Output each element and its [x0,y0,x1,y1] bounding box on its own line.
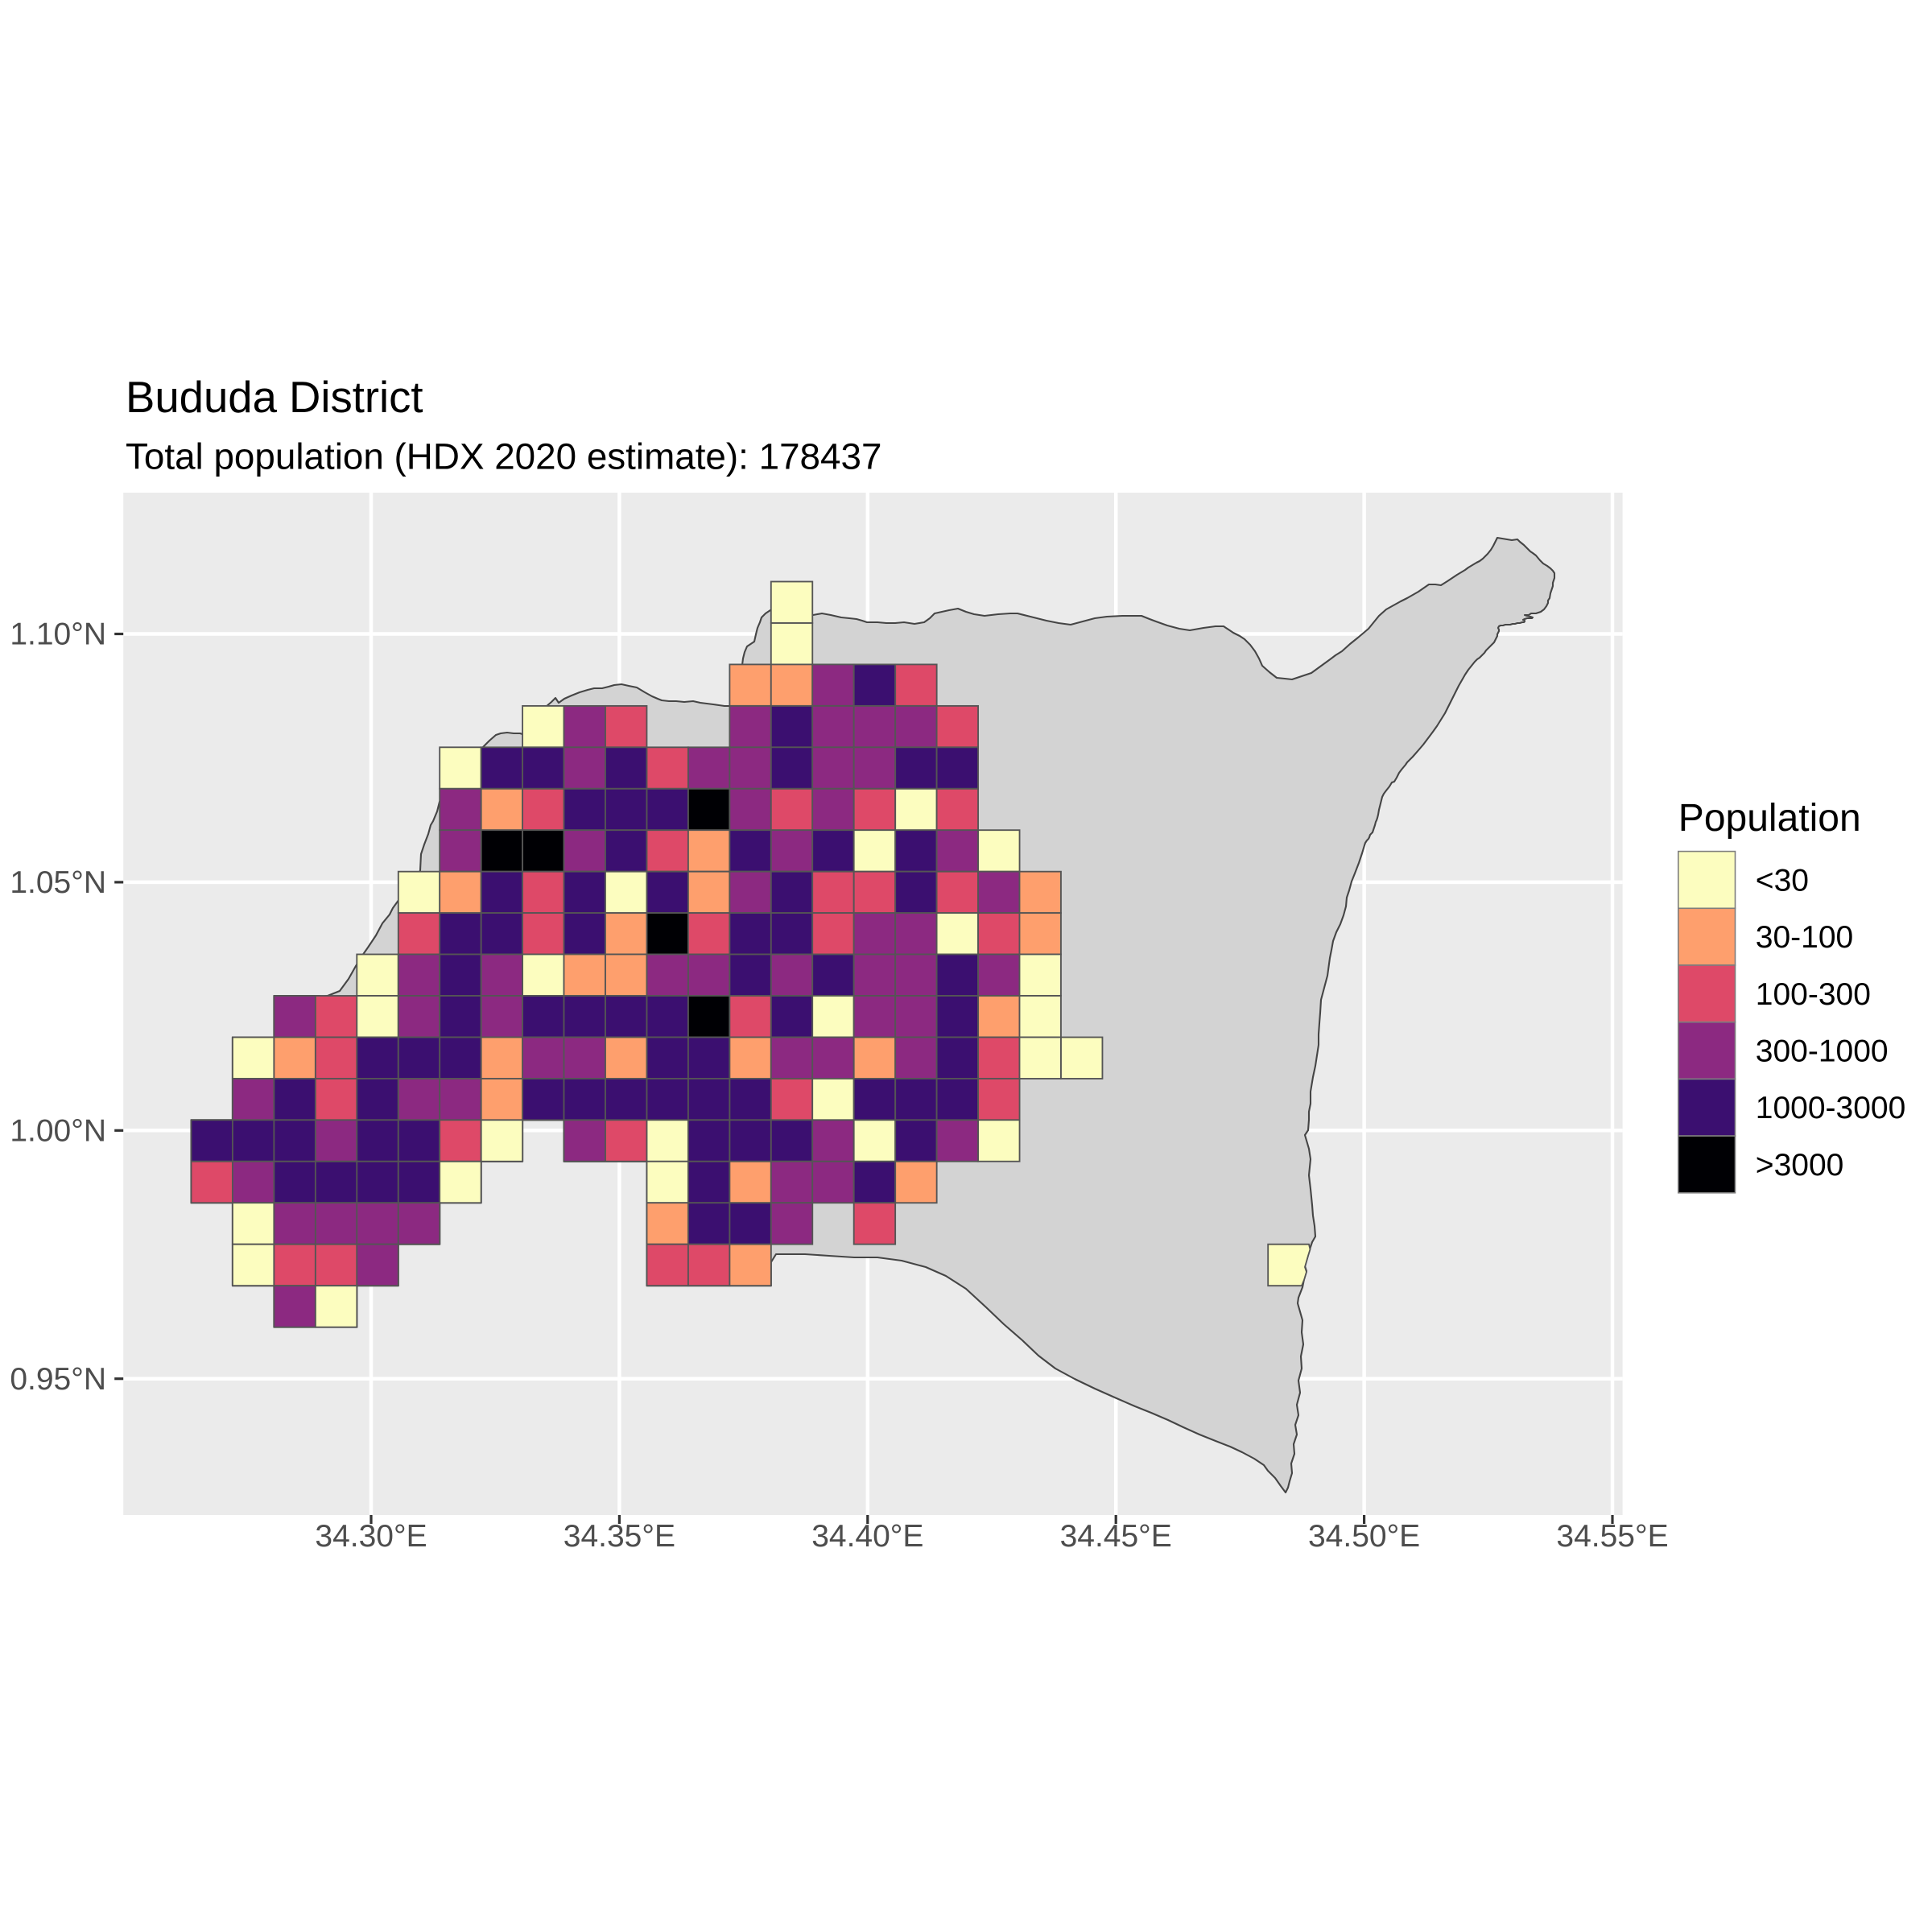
svg-text:100-300: 100-300 [1756,977,1871,1012]
svg-text:300-1000: 300-1000 [1756,1034,1889,1069]
svg-text:34.50°E: 34.50°E [1308,1519,1420,1554]
svg-text:0.95°N: 0.95°N [10,1362,106,1397]
svg-text:34.30°E: 34.30°E [315,1519,427,1554]
svg-text:34.45°E: 34.45°E [1060,1519,1172,1554]
svg-text:>3000: >3000 [1756,1148,1844,1183]
svg-text:34.40°E: 34.40°E [811,1519,923,1554]
svg-text:1.00°N: 1.00°N [10,1114,106,1149]
svg-text:1.05°N: 1.05°N [10,865,106,900]
svg-text:30-100: 30-100 [1756,920,1853,955]
svg-text:34.35°E: 34.35°E [564,1519,675,1554]
svg-text:34.55°E: 34.55°E [1556,1519,1668,1554]
svg-text:Total population (HDX 2020 est: Total population (HDX 2020 estimate): 17… [126,436,881,477]
svg-text:<30: <30 [1756,863,1809,898]
svg-text:Population: Population [1678,797,1861,840]
svg-text:1.10°N: 1.10°N [10,617,106,652]
svg-text:Bududa District: Bududa District [126,373,423,422]
svg-text:1000-3000: 1000-3000 [1756,1091,1906,1125]
